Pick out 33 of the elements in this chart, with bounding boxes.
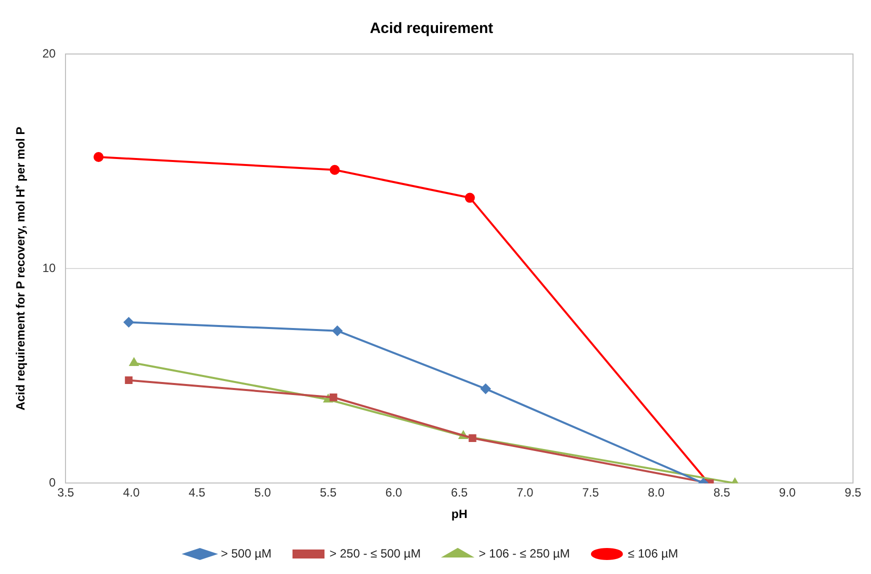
point bbox=[330, 394, 338, 402]
x-tick-label: 8.5 bbox=[713, 486, 730, 500]
point bbox=[480, 384, 491, 394]
point bbox=[332, 326, 342, 336]
point bbox=[124, 317, 134, 328]
x-tick-label: 7.0 bbox=[516, 486, 534, 500]
legend-label: > 250 - ≤ 500 µM bbox=[330, 546, 421, 560]
x-tick-label: 5.0 bbox=[254, 486, 272, 500]
x-tick-label: 6.5 bbox=[451, 486, 468, 500]
x-axis-title: pH bbox=[451, 507, 468, 522]
x-tick-label: 6.0 bbox=[385, 486, 402, 500]
y-tick-label: 10 bbox=[42, 260, 56, 275]
x-tick-label: 9.5 bbox=[844, 486, 862, 500]
x-tick-label: 4.5 bbox=[188, 486, 206, 500]
point bbox=[330, 164, 340, 175]
point bbox=[464, 192, 475, 203]
y-axis-title: Acid requirement for P recovery, mol H⁺ per mol P bbox=[14, 126, 28, 410]
point bbox=[94, 152, 104, 162]
chart-title: Acid requirement bbox=[370, 20, 494, 38]
legend-label: > 500 µM bbox=[220, 546, 272, 560]
legend-label: ≤ 106 µM bbox=[628, 546, 678, 560]
y-tick-label: 20 bbox=[42, 46, 56, 60]
x-tick-label: 7.5 bbox=[582, 486, 600, 500]
x-tick-label: 8.0 bbox=[648, 486, 665, 500]
x-tick-label: 4.0 bbox=[123, 486, 140, 500]
legend-label: > 106 - ≤ 250 µM bbox=[478, 546, 570, 560]
point bbox=[468, 434, 476, 442]
x-tick-label: 5.5 bbox=[320, 486, 337, 500]
x-tick-label: 9.0 bbox=[779, 486, 796, 500]
x-tick-label: 3.5 bbox=[57, 486, 74, 500]
y-tick-label: 0 bbox=[49, 476, 56, 490]
point bbox=[124, 376, 133, 384]
point bbox=[130, 358, 138, 366]
